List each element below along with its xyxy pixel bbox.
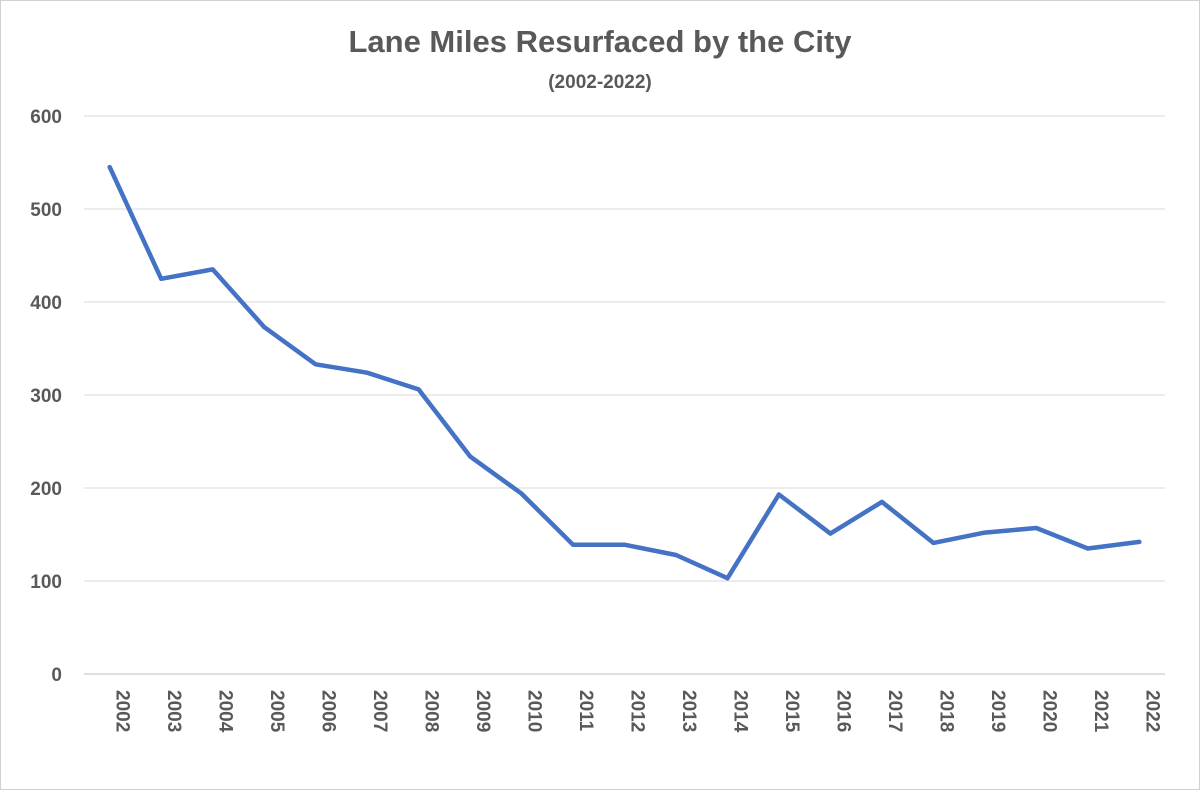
x-tick-label: 2007 bbox=[369, 690, 390, 732]
x-tick-label: 2012 bbox=[627, 690, 648, 732]
data-point bbox=[879, 499, 884, 504]
data-point bbox=[107, 165, 112, 170]
y-tick-label: 0 bbox=[51, 665, 62, 686]
y-tick-label: 100 bbox=[30, 572, 62, 593]
x-tick-label: 2006 bbox=[318, 690, 339, 732]
x-tick-label: 2021 bbox=[1090, 690, 1111, 733]
x-tick-label: 2015 bbox=[781, 690, 802, 733]
y-tick-label: 600 bbox=[30, 107, 62, 128]
x-tick-label: 2003 bbox=[163, 690, 184, 732]
y-tick-label: 400 bbox=[30, 293, 62, 314]
data-point bbox=[365, 370, 370, 375]
data-point bbox=[982, 530, 987, 535]
data-point bbox=[262, 325, 267, 330]
data-point bbox=[1137, 539, 1142, 544]
data-point bbox=[159, 276, 164, 281]
y-tick-label: 500 bbox=[30, 200, 62, 221]
data-point bbox=[416, 387, 421, 392]
x-axis: 2002 2003 2004 2005 2006 2007 2008 2009 2010 2011… bbox=[112, 690, 1163, 733]
x-tick-label: 2013 bbox=[678, 690, 699, 732]
x-tick-label: 2016 bbox=[832, 690, 853, 732]
data-point bbox=[210, 267, 215, 272]
gridlines bbox=[84, 115, 1165, 675]
data-point bbox=[519, 491, 524, 496]
x-tick-label: 2009 bbox=[472, 690, 493, 732]
data-point bbox=[1085, 546, 1090, 551]
x-tick-label: 2019 bbox=[987, 690, 1008, 732]
data-point bbox=[313, 362, 318, 367]
data-point bbox=[776, 492, 781, 497]
chart-subtitle: (2002-2022) bbox=[548, 72, 652, 93]
x-tick-label: 2014 bbox=[729, 690, 750, 733]
x-tick-label: 2004 bbox=[215, 690, 236, 733]
series-group bbox=[107, 164, 1142, 581]
x-tick-label: 2018 bbox=[935, 690, 956, 732]
y-tick-label: 200 bbox=[30, 479, 62, 500]
x-tick-label: 2010 bbox=[524, 690, 545, 732]
data-point bbox=[931, 540, 936, 545]
series-line bbox=[107, 164, 1142, 581]
data-point bbox=[828, 531, 833, 536]
y-axis: 0 100 200 300 400 500 600 bbox=[30, 107, 62, 686]
x-tick-label: 2002 bbox=[112, 690, 133, 732]
data-point bbox=[622, 542, 627, 547]
data-point bbox=[1034, 525, 1039, 530]
data-point bbox=[468, 454, 473, 459]
data-point bbox=[571, 542, 576, 547]
x-tick-label: 2017 bbox=[884, 690, 905, 732]
x-tick-label: 2005 bbox=[266, 690, 287, 733]
data-point bbox=[673, 552, 678, 557]
y-tick-label: 300 bbox=[30, 386, 62, 407]
chart-title: Lane Miles Resurfaced by the City bbox=[348, 24, 852, 59]
x-tick-label: 2020 bbox=[1038, 690, 1059, 732]
x-tick-label: 2011 bbox=[575, 690, 596, 732]
x-tick-label: 2008 bbox=[421, 690, 442, 732]
data-point bbox=[725, 576, 730, 581]
x-tick-label: 2022 bbox=[1141, 690, 1162, 732]
